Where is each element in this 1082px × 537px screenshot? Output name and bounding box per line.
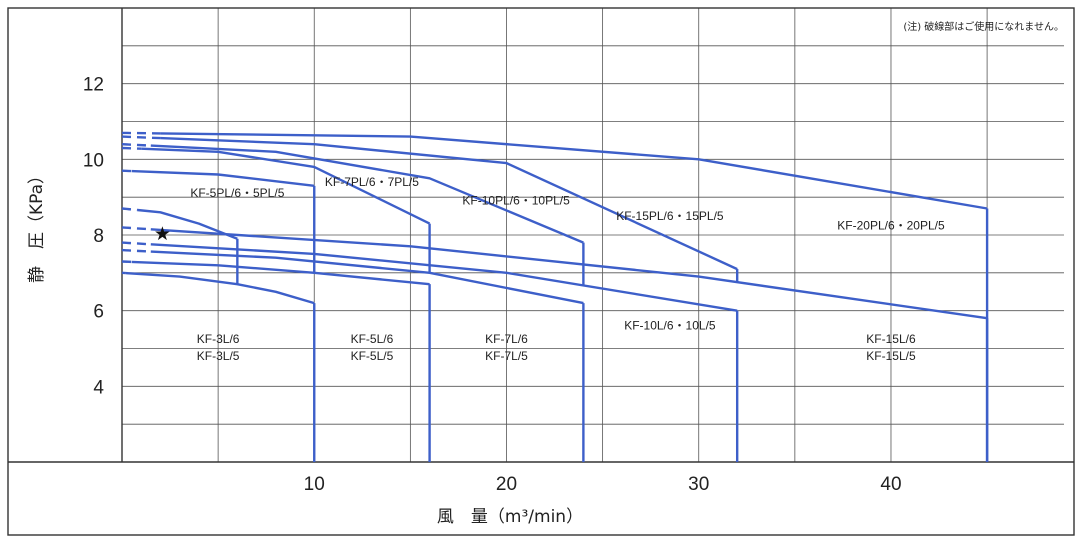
model-labels: KF-3L/6 KF-3L/5 KF-5PL/6・5PL/5 KF-5L/6 KF-5L… [190,175,945,363]
curve-dashed-segment [121,143,151,147]
chart-frame [7,7,1075,536]
model-label: KF-15L/6 [866,332,916,346]
curve-line [137,208,238,240]
curve-line [160,136,738,271]
curve-line [141,147,431,225]
model-label: KF-5L/6 [351,332,394,346]
model-label: KF-3L/5 [197,349,240,363]
model-label: KF-15PL/6・15PL/5 [616,209,724,223]
x-tick-label: 20 [496,474,517,495]
y-tick-label: 6 [93,302,104,323]
curve-dashed-segment [121,241,151,246]
x-tick-label: 10 [304,474,325,495]
y-tick-label: 8 [93,226,104,247]
y-axis-title-wrap: 静 圧（KPa） [27,167,47,283]
curve-dashed-segment [121,146,142,150]
model-label: KF-5L/5 [351,349,394,363]
curve-line [131,169,315,187]
grid [122,8,1064,462]
model-label: KF-10PL/6・10PL/5 [462,194,570,208]
x-tick-label: 30 [688,474,709,495]
curve-dashed-segment [121,135,161,140]
curve-line [131,260,430,286]
y-tick-label: 12 [83,75,104,96]
curve-line [150,144,584,244]
model-label: KF-5PL/6・5PL/5 [190,186,284,200]
model-label: KF-7L/5 [485,349,528,363]
y-axis-title: 静 圧（KPa） [27,167,47,283]
performance-curves [121,131,989,462]
y-tick-label: 10 [83,150,104,171]
curve-dashed-segment [121,248,151,253]
curve-dashed-segment [121,131,161,135]
curve-line [150,250,584,305]
y-tick-label: 4 [93,377,104,398]
model-label: KF-20PL/6・20PL/5 [837,218,945,232]
curve-line [150,228,988,320]
x-axis-title: 風 量（m³/min） [437,507,583,527]
model-label: KF-10L/6・10L/5 [624,319,716,333]
curve-line [150,243,738,312]
model-label: KF-3L/6 [197,332,240,346]
usage-note: (注) 破線部はご使用になれません。 [903,20,1064,33]
curve-line [160,132,988,210]
curve-line [125,271,315,305]
model-label: KF-15L/5 [866,349,916,363]
x-tick-label: 40 [880,474,901,495]
curve-dashed-segment [121,226,151,231]
model-label: KF-7L/6 [485,332,528,346]
model-label: KF-7PL/6・7PL/5 [325,175,419,189]
star-marker: ★ [154,223,171,245]
axes: 10 20 30 40 4 6 8 10 12 [7,7,1075,536]
curve-dashed-segment [121,207,138,212]
